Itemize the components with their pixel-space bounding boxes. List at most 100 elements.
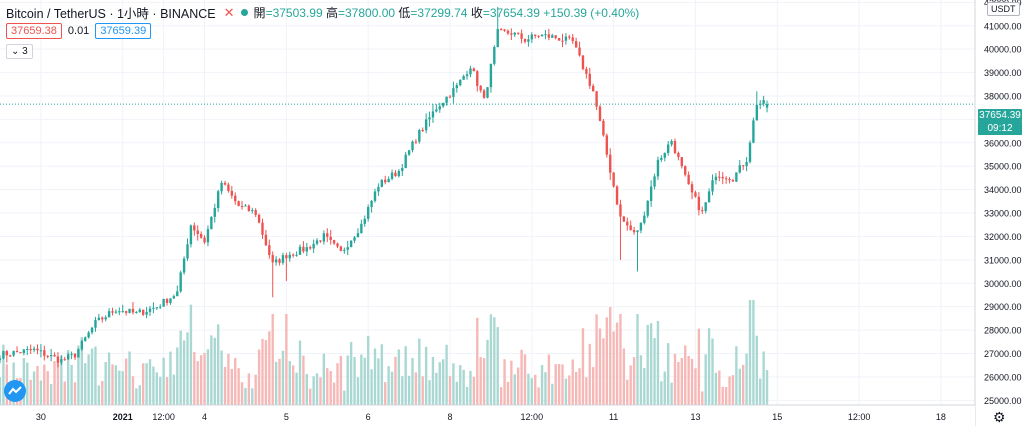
volume-bar — [544, 372, 547, 405]
volume-bar — [77, 345, 80, 405]
volume-bar — [360, 354, 363, 405]
candle-body — [141, 309, 145, 315]
volume-bar — [380, 344, 384, 405]
candle-body — [629, 225, 632, 230]
tradingview-logo-icon[interactable] — [4, 380, 26, 402]
candle-body — [452, 88, 455, 97]
volume-bar — [46, 371, 49, 405]
volume-bar — [469, 370, 472, 405]
candle-body — [298, 246, 302, 255]
trade-row: 37659.38 0.01 37659.39 — [6, 23, 152, 39]
candle-body — [537, 35, 540, 37]
volume-bar — [574, 371, 578, 405]
candle-body — [172, 296, 176, 299]
candle-body — [612, 172, 615, 187]
candle-body — [544, 34, 547, 36]
candle-body — [438, 106, 441, 110]
candle-body — [165, 298, 169, 303]
volume-bar — [322, 353, 326, 405]
candle-body — [619, 204, 622, 217]
candle-body — [639, 222, 643, 231]
volume-bar — [547, 354, 551, 405]
chevron-down-icon: ⌄ — [11, 46, 20, 57]
candle-body — [551, 35, 554, 38]
volume-bar — [755, 335, 759, 405]
candle-body — [29, 349, 32, 351]
candle-body — [39, 350, 43, 352]
candle-body — [479, 85, 482, 91]
sell-button[interactable]: 37659.38 — [6, 23, 62, 39]
candle-body — [605, 135, 609, 155]
candle-body — [2, 351, 5, 359]
x-tick-label: 8 — [447, 412, 452, 422]
volume-bar — [666, 343, 670, 405]
volume-bar — [660, 381, 663, 405]
volume-bar — [315, 373, 319, 405]
candle-body — [366, 207, 370, 219]
price-axis-bg — [975, 0, 1024, 426]
volume-bar — [598, 328, 602, 405]
volume-bar — [189, 304, 193, 405]
volume-bar — [537, 387, 540, 405]
candle-body — [90, 327, 94, 333]
volume-bar — [632, 357, 636, 405]
volume-bar — [339, 356, 343, 405]
symbol-title[interactable]: Bitcoin / TetherUS · 1小時 · BINANCE — [6, 7, 216, 21]
exchange-label: BINANCE — [160, 7, 216, 21]
candle-body — [748, 142, 752, 162]
volume-bar — [588, 343, 591, 405]
volume-bar — [513, 374, 516, 405]
volume-bar — [602, 338, 605, 405]
volume-bar — [414, 372, 418, 405]
gear-icon[interactable]: ⚙ — [993, 409, 1006, 425]
candle-body — [227, 184, 230, 191]
buy-button[interactable]: 37659.39 — [95, 23, 152, 39]
volume-bar — [87, 354, 90, 405]
candle-body — [663, 152, 666, 158]
volume-bar — [169, 351, 172, 405]
candle-body — [199, 233, 203, 238]
x-tick-label: 13 — [690, 412, 700, 422]
candle-body — [649, 186, 653, 201]
volume-bar — [312, 376, 315, 405]
candle-body — [346, 247, 349, 250]
indicators-count: 3 — [22, 46, 28, 57]
volume-bar — [118, 370, 121, 405]
candle-body — [414, 141, 418, 143]
candle-body — [564, 36, 568, 41]
candle-body — [465, 74, 469, 77]
candle-body — [547, 34, 551, 38]
candle-body — [670, 140, 673, 145]
y-tick-label: 31000.00 — [984, 255, 1022, 265]
volume-bar — [540, 365, 544, 405]
volume-bar — [370, 369, 373, 405]
candle-body — [387, 178, 390, 183]
volume-bar — [213, 337, 216, 405]
candle-body — [653, 176, 656, 187]
candle-body — [588, 73, 591, 86]
currency-label[interactable]: USDT — [987, 2, 1020, 16]
close-icon[interactable]: ✕ — [223, 4, 235, 20]
indicators-toggle[interactable]: ⌄ 3 — [6, 44, 33, 59]
candle-body — [441, 102, 445, 107]
candle-body — [206, 229, 210, 243]
candle-body — [714, 176, 718, 181]
volume-bar — [186, 332, 189, 405]
candle-body — [305, 247, 309, 252]
y-tick-label: 40000.00 — [984, 45, 1022, 55]
volume-bar — [697, 328, 701, 405]
volume-bar — [595, 314, 598, 405]
volume-bar — [503, 359, 506, 405]
volume-bar — [135, 388, 138, 405]
volume-bar — [390, 371, 394, 405]
volume-bar — [165, 377, 169, 405]
volume-bar — [349, 342, 353, 405]
volume-bar — [29, 379, 32, 405]
volume-bar — [462, 369, 465, 405]
volume-bar — [172, 374, 176, 405]
x-tick-label: 12:00 — [848, 412, 871, 422]
candle-body — [302, 246, 305, 252]
y-tick-label: 26000.00 — [984, 372, 1022, 382]
volume-bar — [704, 354, 707, 405]
